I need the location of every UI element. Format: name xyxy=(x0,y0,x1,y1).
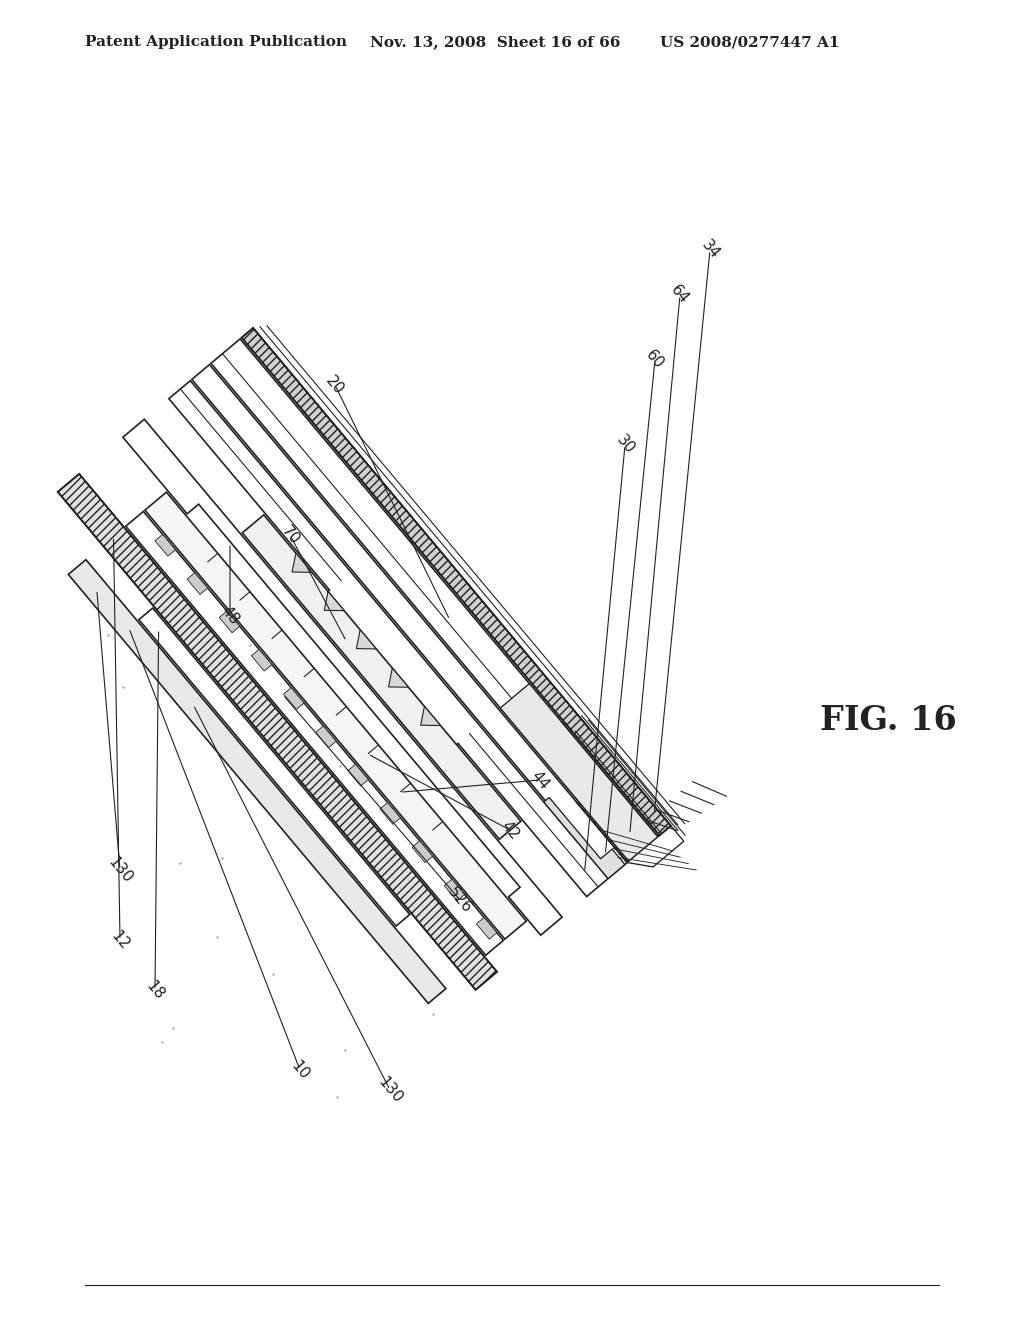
Polygon shape xyxy=(123,420,562,935)
Polygon shape xyxy=(252,649,272,671)
Text: Nov. 13, 2008  Sheet 16 of 66: Nov. 13, 2008 Sheet 16 of 66 xyxy=(370,36,621,49)
Polygon shape xyxy=(187,573,208,594)
Circle shape xyxy=(110,607,122,619)
Text: 60: 60 xyxy=(643,347,667,372)
Polygon shape xyxy=(139,609,410,927)
Polygon shape xyxy=(191,364,628,878)
Polygon shape xyxy=(476,917,497,940)
Polygon shape xyxy=(380,803,400,824)
Polygon shape xyxy=(575,801,684,867)
Polygon shape xyxy=(315,726,336,747)
Text: 64: 64 xyxy=(668,282,692,308)
Polygon shape xyxy=(57,474,497,990)
Text: 526: 526 xyxy=(445,884,475,916)
Text: 34: 34 xyxy=(698,238,722,263)
Polygon shape xyxy=(501,684,657,861)
Text: 44: 44 xyxy=(528,768,552,792)
Polygon shape xyxy=(348,764,369,785)
Text: 42: 42 xyxy=(498,818,522,842)
Polygon shape xyxy=(126,511,504,956)
Polygon shape xyxy=(388,668,409,688)
Text: 10: 10 xyxy=(288,1057,312,1082)
Text: 70: 70 xyxy=(279,523,302,548)
Polygon shape xyxy=(444,879,465,900)
Text: 130: 130 xyxy=(104,854,135,886)
Text: 18: 18 xyxy=(143,978,167,1002)
Text: US 2008/0277447 A1: US 2008/0277447 A1 xyxy=(660,36,840,49)
Polygon shape xyxy=(145,492,526,939)
Polygon shape xyxy=(325,591,344,611)
Polygon shape xyxy=(284,688,304,709)
Polygon shape xyxy=(243,515,521,840)
Polygon shape xyxy=(69,560,445,1003)
Circle shape xyxy=(136,638,147,649)
Polygon shape xyxy=(219,611,240,632)
Text: FIG. 16: FIG. 16 xyxy=(820,704,956,737)
Polygon shape xyxy=(412,841,432,862)
Text: 20: 20 xyxy=(323,372,347,397)
Circle shape xyxy=(123,622,135,634)
Text: 48: 48 xyxy=(218,603,242,627)
Polygon shape xyxy=(356,630,376,649)
Text: 130: 130 xyxy=(375,1074,406,1106)
Polygon shape xyxy=(211,339,657,861)
Polygon shape xyxy=(242,327,671,836)
Polygon shape xyxy=(292,553,312,573)
Polygon shape xyxy=(155,535,175,556)
Polygon shape xyxy=(169,380,608,896)
Text: 12: 12 xyxy=(109,928,132,952)
Polygon shape xyxy=(421,706,440,726)
Text: Patent Application Publication: Patent Application Publication xyxy=(85,36,347,49)
Polygon shape xyxy=(544,797,625,879)
Text: 30: 30 xyxy=(613,433,637,457)
